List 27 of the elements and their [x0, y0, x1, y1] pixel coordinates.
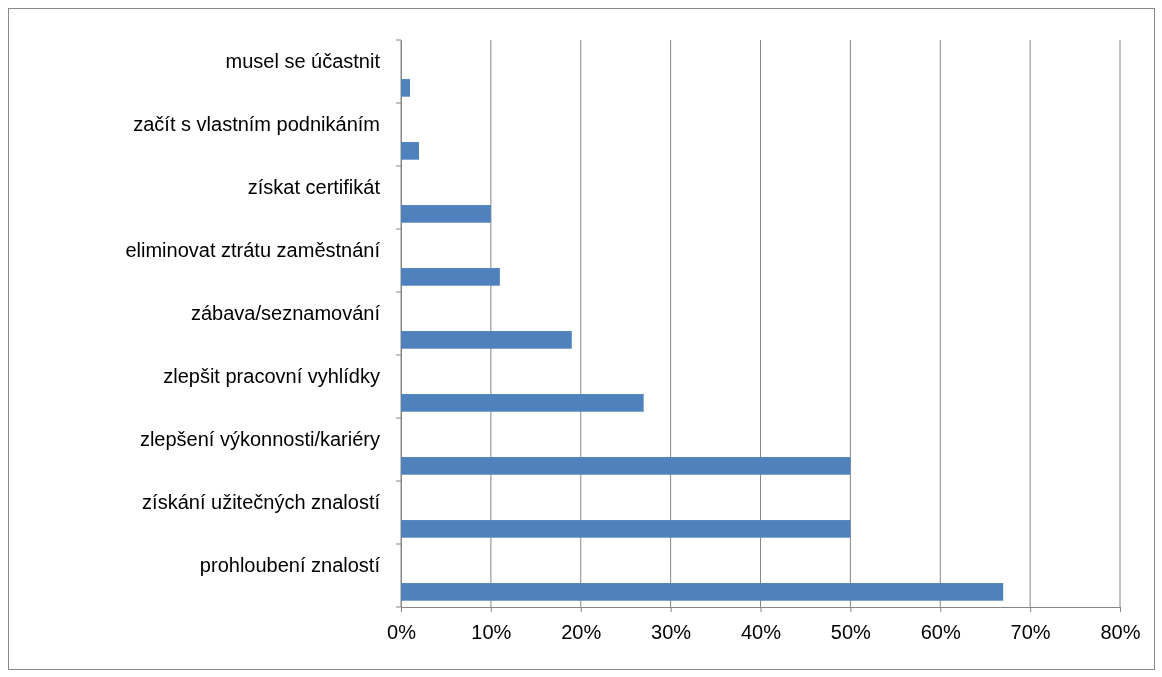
y-tick-label: zlepšit pracovní vyhlídky [163, 364, 380, 387]
bar [401, 331, 572, 349]
bar [401, 394, 644, 412]
y-tick-label: zábava/seznamování [190, 301, 381, 324]
x-tick-label: 0% [387, 621, 417, 643]
y-tick-label: začít s vlastním podnikáním [133, 112, 380, 135]
bar [401, 520, 851, 538]
bar [401, 205, 491, 223]
x-tick-label: 80% [1100, 621, 1141, 643]
y-tick-label: musel se účastnit [225, 49, 381, 72]
x-tick-label: 50% [830, 621, 872, 643]
x-tick-label: 70% [1010, 621, 1051, 643]
x-tick-label: 30% [651, 621, 692, 643]
y-tick-label: získat certifikát [247, 175, 381, 198]
bar [401, 268, 500, 286]
x-tick-label: 40% [740, 621, 782, 643]
y-tick-label: zlepšení výkonnosti/kariéry [139, 427, 380, 450]
y-tick-label: získání užitečných znalostí [142, 490, 381, 513]
x-tick-label: 10% [471, 621, 512, 643]
bar [401, 583, 1004, 601]
y-tick-label: eliminovat ztrátu zaměstnání [125, 238, 381, 261]
y-tick-label: prohloubení znalostí [199, 553, 381, 576]
bar [401, 142, 419, 160]
bar [401, 79, 410, 97]
x-tick-label: 20% [561, 621, 602, 643]
bar [401, 457, 851, 475]
x-tick-label: 60% [920, 621, 961, 643]
